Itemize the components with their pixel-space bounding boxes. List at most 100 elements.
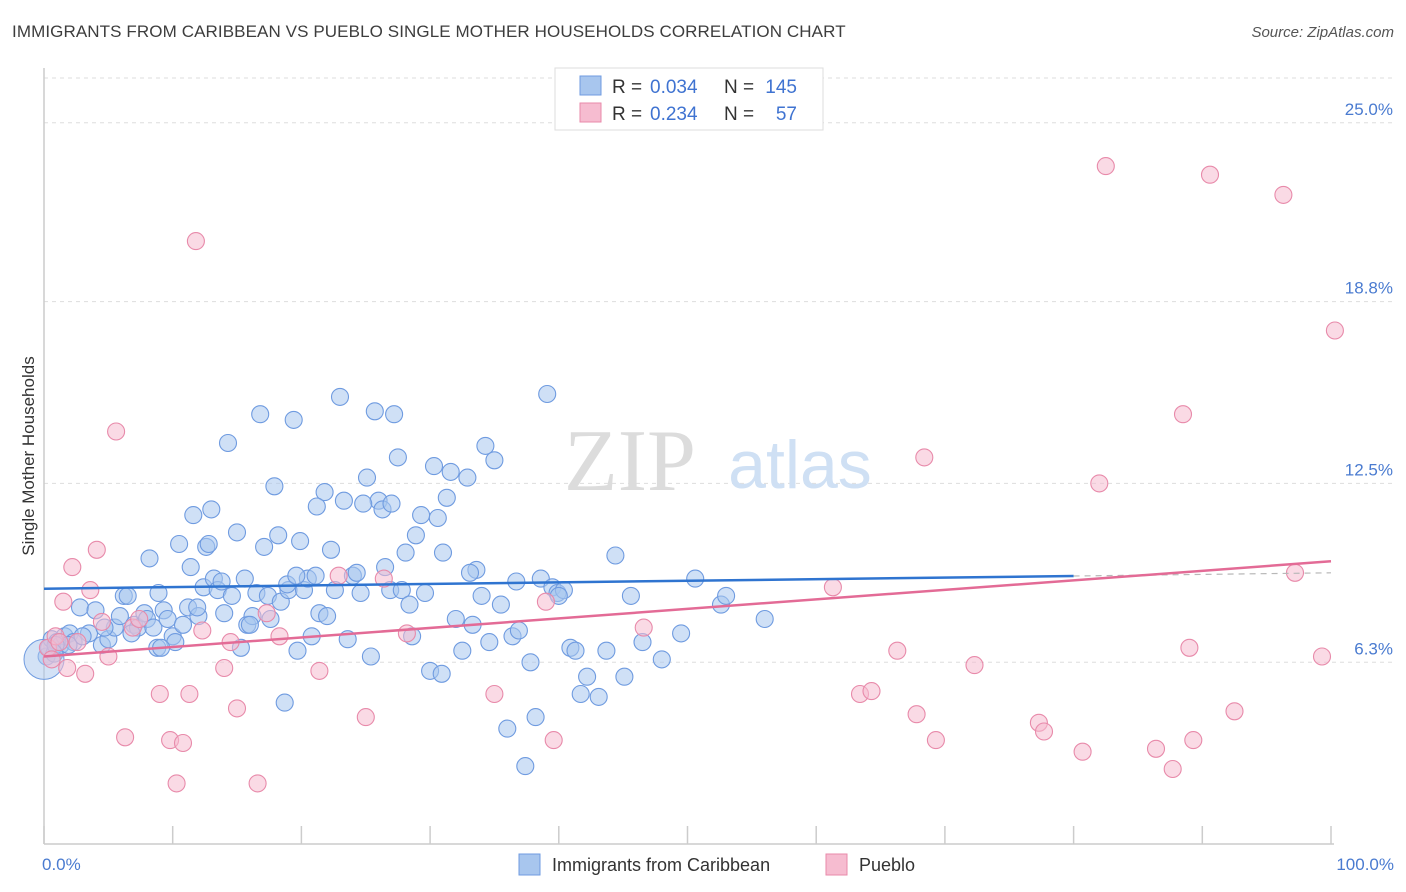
- point-caribbean: [686, 569, 705, 588]
- point-caribbean: [396, 543, 415, 562]
- point-caribbean: [507, 572, 526, 591]
- legend-swatch-pueblo: [579, 102, 602, 123]
- x-tick-label-min: 0.0%: [42, 855, 81, 874]
- point-caribbean: [589, 687, 608, 706]
- point-caribbean: [491, 595, 510, 614]
- point-pueblo: [634, 618, 653, 637]
- point-caribbean: [485, 451, 504, 470]
- point-caribbean: [240, 615, 259, 634]
- y-tick-labels: 6.3% 12.5% 18.8% 25.0%: [1345, 100, 1393, 658]
- point-pueblo: [1034, 722, 1054, 741]
- series-legend: Immigrants from Caribbean Pueblo: [518, 853, 915, 876]
- point-pueblo: [485, 684, 504, 704]
- point-caribbean: [433, 543, 453, 562]
- point-caribbean: [460, 563, 480, 582]
- point-pueblo: [1090, 474, 1109, 493]
- point-pueblo: [81, 581, 100, 600]
- point-caribbean: [357, 468, 377, 487]
- point-pueblo: [536, 592, 555, 611]
- point-pueblo: [173, 733, 193, 753]
- axes: [43, 68, 1334, 845]
- point-pueblo: [907, 705, 926, 724]
- point-pueblo: [116, 728, 135, 747]
- point-caribbean: [199, 534, 218, 554]
- point-caribbean: [717, 586, 736, 605]
- point-pueblo: [92, 612, 111, 631]
- point-caribbean: [509, 621, 528, 640]
- point-pueblo: [76, 664, 95, 683]
- point-pueblo: [54, 592, 73, 611]
- point-caribbean: [170, 534, 189, 554]
- point-caribbean: [388, 448, 407, 467]
- point-pueblo: [1274, 185, 1293, 204]
- point-pueblo: [107, 422, 126, 441]
- point-caribbean: [235, 569, 254, 588]
- point-caribbean: [755, 609, 774, 629]
- point-caribbean: [315, 483, 334, 502]
- point-caribbean: [307, 497, 326, 516]
- trend-line-caribbean: [43, 574, 1074, 590]
- point-caribbean: [70, 598, 90, 617]
- point-caribbean: [227, 523, 247, 542]
- y-tick-label: 18.8%: [1345, 279, 1393, 298]
- point-caribbean: [351, 583, 370, 603]
- bottom-legend-label-caribbean: Immigrants from Caribbean: [552, 855, 770, 875]
- point-pueblo: [823, 578, 842, 597]
- point-caribbean: [275, 693, 294, 712]
- point-pueblo: [1200, 165, 1220, 184]
- legend-n-label-1: N =: [724, 77, 754, 98]
- point-caribbean: [432, 664, 451, 683]
- point-pueblo: [270, 627, 289, 646]
- legend-r-label-1: R =: [612, 77, 642, 98]
- point-caribbean: [406, 526, 425, 545]
- point-pueblo: [167, 774, 186, 793]
- point-caribbean: [453, 641, 472, 660]
- point-caribbean: [652, 650, 671, 669]
- point-caribbean: [392, 581, 411, 600]
- point-caribbean: [144, 618, 163, 637]
- point-caribbean: [218, 433, 238, 453]
- watermark-atlas: atlas: [728, 427, 872, 503]
- point-pueblo: [1146, 739, 1166, 758]
- trend-line-pueblo: [43, 560, 1332, 658]
- point-pueblo: [150, 684, 169, 704]
- legend-n-value-1: 145: [765, 77, 797, 98]
- point-pueblo: [1180, 638, 1199, 657]
- point-pueblo: [215, 658, 234, 678]
- point-caribbean: [118, 586, 137, 605]
- point-caribbean: [424, 457, 444, 476]
- bottom-legend-swatch-pueblo: [825, 853, 848, 876]
- point-caribbean: [526, 708, 545, 727]
- trend-line-caribbean-extension: [1073, 572, 1332, 577]
- point-caribbean: [365, 402, 384, 421]
- point-caribbean: [284, 410, 303, 429]
- legend-n-value-2: 57: [776, 104, 797, 125]
- point-caribbean: [538, 384, 557, 404]
- y-axis-title: Single Mother Households: [19, 356, 38, 555]
- point-caribbean: [606, 546, 625, 565]
- point-caribbean: [498, 719, 517, 738]
- point-caribbean: [400, 595, 419, 614]
- point-pueblo: [1325, 321, 1344, 340]
- point-caribbean: [181, 558, 200, 577]
- point-pueblo: [87, 540, 106, 559]
- chart-title: IMMIGRANTS FROM CARIBBEAN VS PUEBLO SING…: [12, 22, 846, 41]
- point-caribbean: [446, 609, 465, 629]
- point-caribbean: [202, 500, 221, 519]
- point-caribbean: [222, 586, 241, 605]
- point-caribbean: [571, 684, 590, 704]
- point-caribbean: [437, 488, 456, 507]
- point-caribbean: [578, 667, 597, 686]
- point-caribbean: [330, 387, 350, 406]
- legend-r-value-1: 0.034: [650, 77, 698, 98]
- point-pueblo: [1073, 742, 1092, 761]
- legend-n-label-2: N =: [724, 104, 754, 125]
- point-caribbean: [251, 405, 270, 424]
- point-caribbean: [472, 586, 491, 605]
- point-pueblo: [1225, 702, 1244, 721]
- point-caribbean: [476, 436, 495, 455]
- point-caribbean: [347, 563, 366, 582]
- point-pueblo: [50, 633, 69, 652]
- point-pueblo: [186, 232, 205, 251]
